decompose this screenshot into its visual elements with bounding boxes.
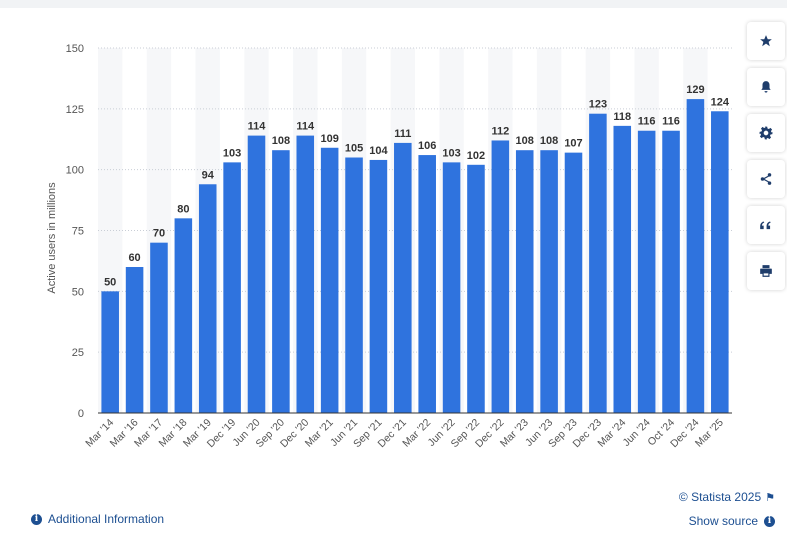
- y-axis-label: Active users in millions: [46, 182, 58, 294]
- data-label: 103: [223, 147, 241, 159]
- data-label: 116: [638, 116, 656, 128]
- bar: [491, 140, 510, 413]
- share-icon: [760, 173, 772, 185]
- data-label: 102: [467, 150, 485, 162]
- data-label: 111: [394, 128, 411, 140]
- settings-button[interactable]: [747, 114, 785, 152]
- bar: [198, 184, 217, 413]
- data-label: 104: [369, 145, 388, 157]
- data-label: 107: [564, 138, 582, 150]
- data-label: 108: [516, 135, 534, 147]
- data-label: 106: [418, 140, 436, 152]
- bar: [150, 242, 168, 413]
- bar: [174, 218, 193, 413]
- additional-information-button[interactable]: i Additional Information: [31, 512, 164, 526]
- data-label: 50: [104, 276, 116, 288]
- data-label: 108: [272, 135, 290, 147]
- bar: [662, 130, 680, 413]
- y-tick-label: 0: [78, 408, 84, 420]
- print-button[interactable]: [747, 252, 785, 290]
- data-label: 70: [153, 228, 165, 240]
- bar: [272, 150, 290, 413]
- bar: [564, 152, 583, 413]
- data-label: 105: [345, 143, 363, 155]
- bar: [101, 291, 119, 413]
- share-button[interactable]: [747, 160, 785, 198]
- star-icon: [760, 35, 772, 47]
- data-label: 118: [613, 111, 631, 123]
- data-label: 124: [711, 96, 730, 108]
- favorite-button[interactable]: [747, 22, 785, 60]
- data-label: 103: [442, 147, 460, 159]
- chart-toolbar: [747, 22, 785, 298]
- bar: [515, 150, 534, 413]
- bar: [711, 111, 729, 414]
- show-source-label: Show source: [688, 514, 758, 528]
- bar: [540, 150, 558, 413]
- data-label: 80: [177, 203, 189, 215]
- bar: [442, 162, 461, 413]
- y-tick-label: 75: [72, 226, 84, 238]
- y-tick-label: 25: [72, 347, 84, 359]
- print-icon: [760, 265, 772, 277]
- quote-icon: [760, 221, 771, 230]
- gear-icon: [759, 126, 773, 140]
- bell-icon: [761, 81, 771, 93]
- data-label: 129: [686, 84, 704, 96]
- bar: [686, 99, 705, 413]
- info-icon: i: [31, 513, 42, 525]
- bar: [467, 164, 485, 413]
- flag-icon: ⚑: [765, 491, 775, 504]
- bar: [637, 130, 656, 413]
- cite-button[interactable]: [747, 206, 785, 244]
- bar: [125, 267, 144, 413]
- info-icon: i: [764, 515, 775, 527]
- bar: [223, 162, 241, 413]
- y-tick-label: 150: [66, 43, 84, 55]
- y-tick-label: 125: [66, 104, 84, 116]
- bar: [589, 113, 607, 413]
- additional-information-label: Additional Information: [48, 512, 165, 526]
- data-label: 114: [248, 121, 267, 133]
- y-tick-label: 100: [66, 165, 84, 177]
- bar: [345, 157, 363, 413]
- bar: [296, 135, 315, 413]
- bar: [320, 147, 339, 413]
- notification-button[interactable]: [747, 68, 785, 106]
- bar: [247, 135, 266, 413]
- data-label: 108: [540, 135, 558, 147]
- data-label: 114: [296, 121, 315, 133]
- bar: [369, 159, 388, 413]
- data-label: 123: [589, 99, 607, 111]
- chart-card: 0 25 50 75 100 125 150 50 Mar '14 60 Mar '16 70 Mar …: [0, 8, 787, 538]
- copyright-text: © Statista 2025: [678, 490, 762, 504]
- bar: [613, 125, 632, 413]
- data-label: 116: [662, 116, 680, 128]
- bar: [394, 142, 412, 413]
- data-label: 112: [491, 125, 509, 137]
- bar: [418, 155, 436, 414]
- y-tick-label: 50: [72, 286, 84, 298]
- copyright-link[interactable]: © Statista 2025 ⚑: [679, 490, 775, 504]
- data-label: 109: [320, 133, 338, 145]
- data-label: 60: [128, 252, 140, 264]
- data-label: 94: [202, 169, 215, 181]
- show-source-button[interactable]: Show source i: [689, 514, 775, 528]
